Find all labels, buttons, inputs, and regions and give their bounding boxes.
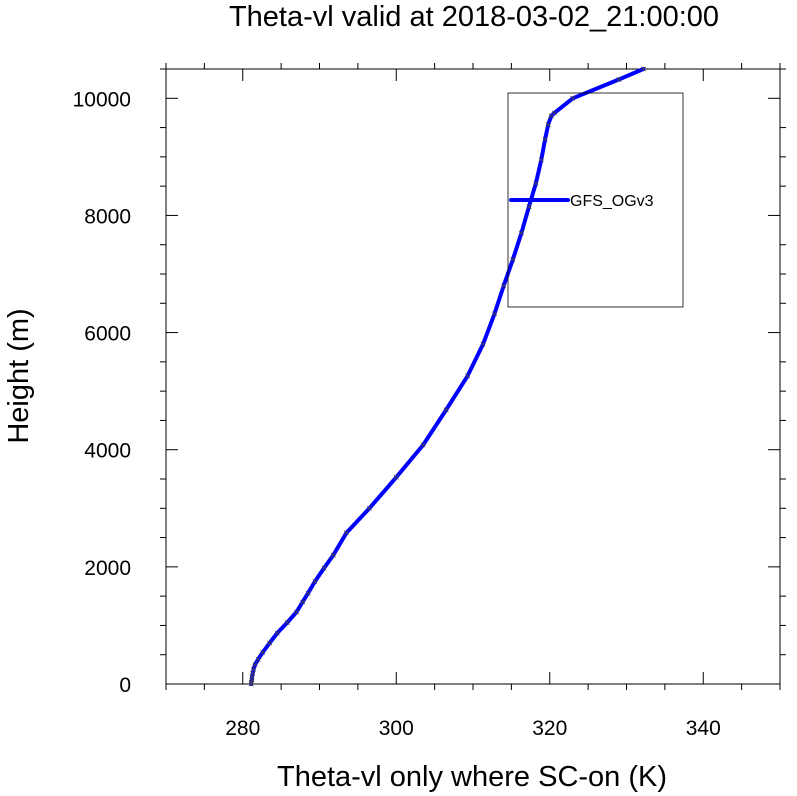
data-point (274, 630, 280, 636)
data-point (343, 530, 349, 536)
data-point (480, 341, 486, 347)
data-point (640, 66, 646, 72)
tick-labels: 280 300 320 340 0 2000 4000 6000 8000 10000 (73, 88, 721, 740)
y-tick-label: 10000 (73, 88, 131, 111)
data-point (300, 599, 306, 605)
x-tick-label: 340 (686, 717, 721, 740)
data-point (284, 620, 290, 625)
data-point (533, 180, 539, 186)
data-point (312, 579, 318, 584)
y-tick-label: 6000 (84, 323, 131, 346)
x-tick-label: 300 (379, 717, 414, 740)
data-point (492, 311, 497, 317)
x-tick-label: 280 (225, 717, 260, 740)
y-tick-label: 0 (119, 674, 131, 697)
data-point (248, 681, 254, 687)
data-point (570, 95, 576, 101)
y-tick-label: 8000 (84, 205, 131, 228)
data-point (366, 505, 372, 511)
data-point (510, 256, 516, 262)
data-point (526, 204, 532, 210)
data-point (255, 656, 261, 662)
x-axis-label: Theta-vl only where SC-on (K) (277, 761, 667, 793)
data-point (267, 640, 273, 646)
data-point (420, 442, 426, 448)
data-point (551, 110, 557, 116)
data-point (518, 230, 524, 236)
series-line-0 (249, 67, 646, 686)
x-tick-label: 320 (532, 717, 567, 740)
data-point (252, 662, 258, 668)
data-point (545, 122, 551, 128)
y-axis-label: Height (m) (3, 308, 35, 443)
data-point (250, 670, 256, 676)
data-point (465, 373, 471, 379)
legend: GFS_OGv3 (507, 92, 684, 308)
data-point (321, 565, 327, 571)
data-point (538, 157, 544, 163)
y-tick-label: 2000 (84, 557, 131, 580)
legend-box (507, 92, 684, 308)
data-point (260, 649, 266, 655)
chart-title: Theta-vl valid at 2018-03-02_21:00:00 (229, 1, 719, 33)
data-point (330, 552, 336, 558)
y-tick-label: 4000 (84, 440, 131, 463)
data-point (542, 136, 548, 142)
series-layer (248, 66, 646, 687)
legend-label-gfs-ogv3: GFS_OGv3 (570, 193, 654, 210)
tick-marks (160, 63, 786, 690)
data-point (393, 474, 399, 480)
plot-frame (165, 68, 781, 685)
data-point (251, 666, 256, 672)
data-point (616, 77, 622, 83)
data-point (443, 407, 449, 413)
data-point (293, 609, 299, 615)
data-point (305, 590, 311, 596)
data-point (501, 283, 507, 289)
